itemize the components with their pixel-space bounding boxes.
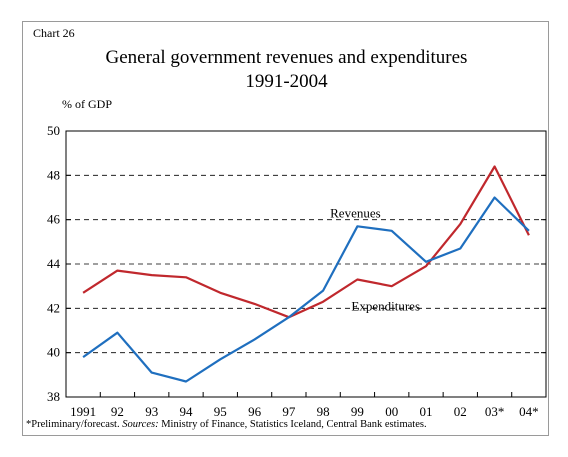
y-tick-label: 38 <box>47 389 60 404</box>
y-tick-label: 48 <box>47 167 60 182</box>
x-tick-label: 04* <box>519 404 539 419</box>
chart-footnote: *Preliminary/forecast. Sources: Ministry… <box>26 419 427 430</box>
series-line-expenditures <box>82 165 530 319</box>
y-tick-label: 44 <box>47 256 61 271</box>
chart-frame: Chart 26 General government revenues and… <box>22 21 549 436</box>
chart-title-line-2: 1991-2004 <box>245 71 328 92</box>
series-line-revenues <box>82 196 530 383</box>
series-label-expenditures: Expenditures <box>351 299 420 314</box>
x-tick-label: 97 <box>282 404 296 419</box>
y-tick-label: 50 <box>47 123 60 138</box>
x-tick-label: 94 <box>180 404 194 419</box>
x-tick-label: 98 <box>317 404 330 419</box>
chart-number-label: Chart 26 <box>33 26 75 40</box>
x-tick-label: 00 <box>385 404 398 419</box>
y-tick-label: 42 <box>47 300 60 315</box>
chart-title-line-1: General government revenues and expendit… <box>105 47 468 68</box>
series-label-revenues: Revenues <box>330 205 381 220</box>
x-tick-label: 96 <box>248 404 262 419</box>
x-tick-label: 99 <box>351 404 364 419</box>
x-tick-label: 03* <box>485 404 505 419</box>
y-axis-unit-label: % of GDP <box>62 97 112 111</box>
chart-title: General government revenues and expendit… <box>23 46 550 94</box>
x-tick-label: 02 <box>454 404 467 419</box>
footnote-sources-label: Sources: <box>122 419 159 430</box>
y-tick-label: 40 <box>47 345 60 360</box>
footnote-preliminary: *Preliminary/forecast. <box>26 419 123 430</box>
x-tick-label: 95 <box>214 404 227 419</box>
x-tick-label: 92 <box>111 404 124 419</box>
footnote-sources: Ministry of Finance, Statistics Iceland,… <box>158 419 427 430</box>
x-tick-label: 01 <box>420 404 433 419</box>
y-tick-label: 46 <box>47 212 61 227</box>
x-tick-label: 93 <box>145 404 158 419</box>
x-tick-label: 1991 <box>70 404 96 419</box>
